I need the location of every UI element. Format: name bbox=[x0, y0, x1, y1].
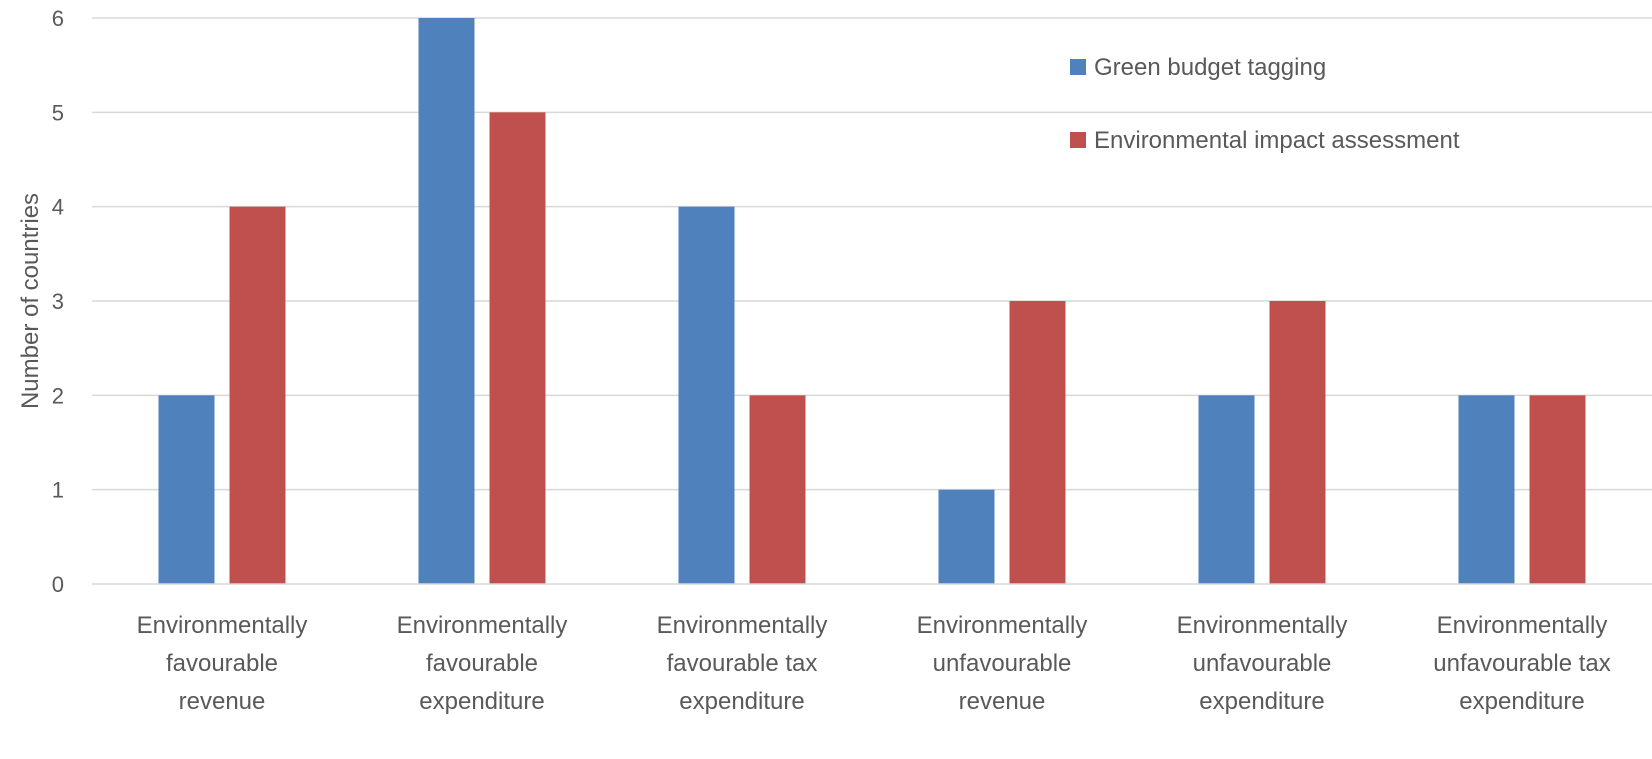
x-category-label: Environmentally favourable revenue bbox=[137, 612, 308, 715]
x-category-label-line: expenditure bbox=[1199, 688, 1324, 715]
y-tick-label: 2 bbox=[52, 383, 64, 408]
x-category-label-line: Environmentally bbox=[137, 612, 308, 639]
legend: Green budget tagging Environmental impact… bbox=[1070, 54, 1460, 154]
bar-environmental-impact-assessment bbox=[749, 395, 806, 584]
y-axis-title: Number of countries bbox=[17, 193, 44, 409]
x-category-label-line: Environmentally bbox=[657, 612, 828, 639]
x-category-label-line: favourable bbox=[166, 650, 278, 677]
y-tick-label: 0 bbox=[52, 572, 64, 597]
x-category-label: Environmentally favourable expenditure bbox=[397, 612, 568, 715]
legend-label: Environmental impact assessment bbox=[1094, 127, 1460, 154]
legend-label: Green budget tagging bbox=[1094, 54, 1326, 81]
x-category-label: Environmentally unfavourable expenditure bbox=[1177, 612, 1348, 715]
y-tick-label: 3 bbox=[52, 289, 64, 314]
bar-green-budget-tagging bbox=[158, 395, 215, 584]
x-category-label-line: Environmentally bbox=[1437, 612, 1608, 639]
x-category-label-line: revenue bbox=[179, 688, 266, 715]
y-tick-label: 4 bbox=[52, 195, 64, 220]
x-category-label: Environmentally favourable tax expenditure bbox=[657, 612, 828, 715]
x-category-label-line: expenditure bbox=[679, 688, 804, 715]
x-category-label-line: unfavourable tax bbox=[1433, 650, 1610, 677]
y-tick-label: 5 bbox=[52, 100, 64, 125]
x-category-label-line: expenditure bbox=[419, 688, 544, 715]
x-category-label-line: expenditure bbox=[1459, 688, 1584, 715]
x-category-label-line: Environmentally bbox=[1177, 612, 1348, 639]
x-category-label-line: Environmentally bbox=[917, 612, 1088, 639]
x-category-label-line: Environmentally bbox=[397, 612, 568, 639]
x-category-label: Environmentally unfavourable revenue bbox=[917, 612, 1088, 715]
bar-environmental-impact-assessment bbox=[1269, 301, 1326, 584]
bar-environmental-impact-assessment bbox=[489, 112, 546, 584]
x-category-label-line: favourable tax bbox=[667, 650, 818, 677]
bar-green-budget-tagging bbox=[1198, 395, 1255, 584]
bar-green-budget-tagging bbox=[938, 489, 995, 584]
bar-green-budget-tagging bbox=[418, 18, 475, 584]
x-category-label-line: favourable bbox=[426, 650, 538, 677]
x-category-label-line: revenue bbox=[959, 688, 1046, 715]
legend-swatch bbox=[1070, 132, 1086, 148]
gridlines bbox=[92, 17, 1652, 491]
x-category-label: Environmentally unfavourable tax expenditu… bbox=[1433, 612, 1610, 715]
legend-swatch bbox=[1070, 59, 1086, 75]
bars bbox=[158, 18, 1586, 584]
bar-environmental-impact-assessment bbox=[1009, 301, 1066, 584]
bar-environmental-impact-assessment bbox=[229, 206, 286, 584]
y-tick-label: 1 bbox=[52, 478, 64, 503]
bar-green-budget-tagging bbox=[1458, 395, 1515, 584]
x-category-label-line: unfavourable bbox=[933, 650, 1072, 677]
bar-environmental-impact-assessment bbox=[1529, 395, 1586, 584]
x-category-label-line: unfavourable bbox=[1193, 650, 1332, 677]
y-tick-label: 6 bbox=[52, 6, 64, 31]
bar-green-budget-tagging bbox=[678, 206, 735, 584]
